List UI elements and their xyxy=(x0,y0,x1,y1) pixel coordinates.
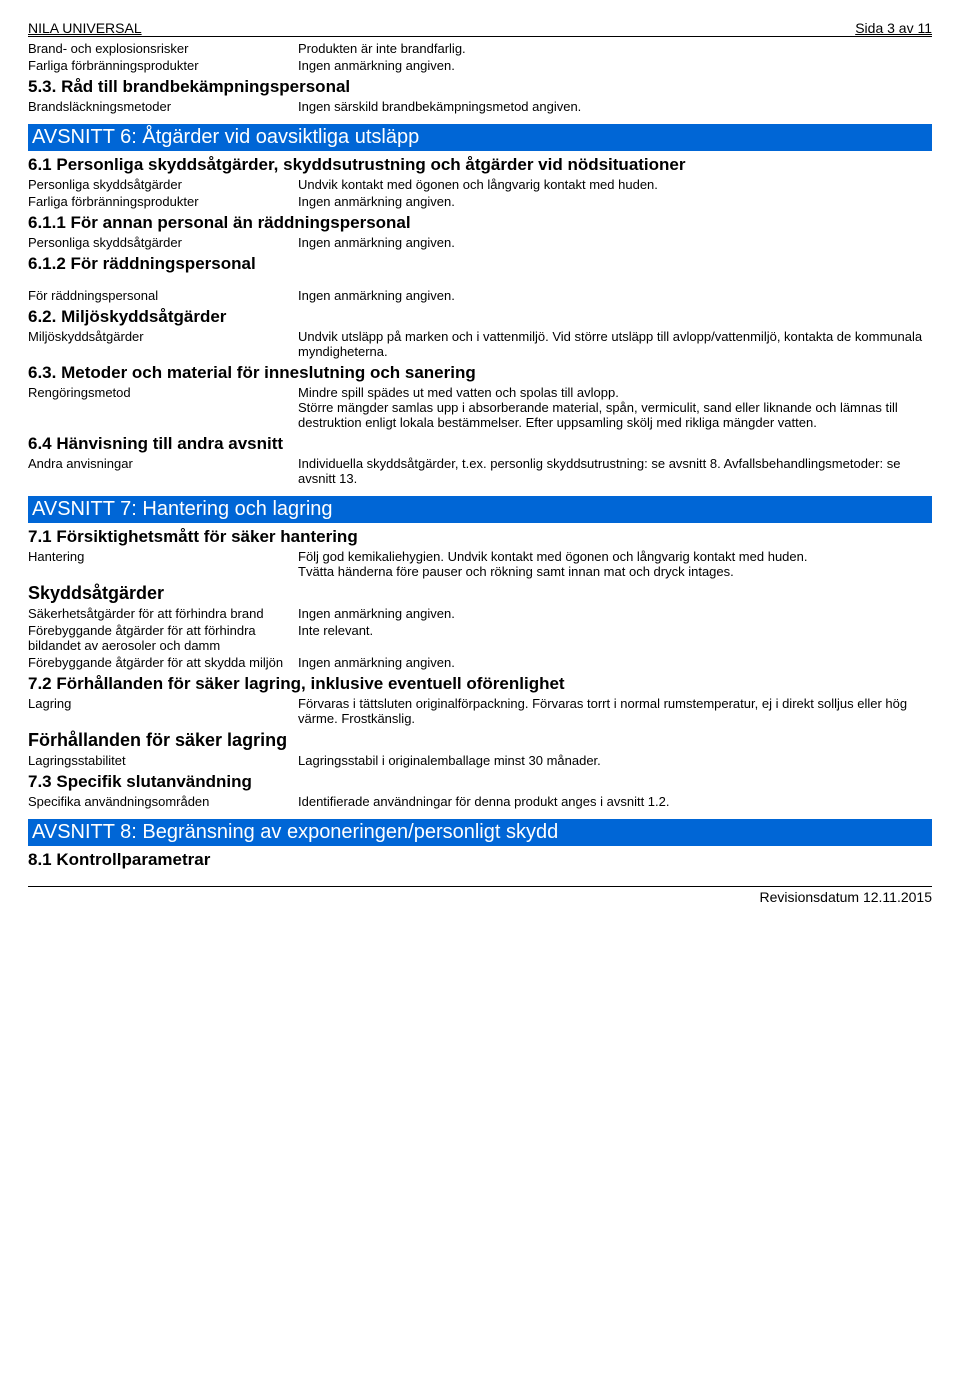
label: Brandsläckningsmetoder xyxy=(28,99,298,114)
value: Mindre spill spädes ut med vatten och sp… xyxy=(298,385,932,430)
heading-7-2: 7.2 Förhållanden för säker lagring, inkl… xyxy=(28,674,932,694)
heading-6-2: 6.2. Miljöskyddsåtgärder xyxy=(28,307,932,327)
revision-date: Revisionsdatum 12.11.2015 xyxy=(28,886,932,905)
row-brandslackningsmetoder: Brandsläckningsmetoder Ingen särskild br… xyxy=(28,99,932,114)
label: Förebyggande åtgärder för att skydda mil… xyxy=(28,655,298,670)
heading-7-3: 7.3 Specifik slutanvändning xyxy=(28,772,932,792)
label: Säkerhetsåtgärder för att förhindra bran… xyxy=(28,606,298,621)
row-brand-risker: Brand- och explosionsrisker Produkten är… xyxy=(28,41,932,56)
heading-6-1-2: 6.1.2 För räddningspersonal xyxy=(28,254,932,274)
row-specifika-anvandningsomraden: Specifika användningsområden Identifiera… xyxy=(28,794,932,809)
label: Lagring xyxy=(28,696,298,726)
section-6-header: AVSNITT 6: Åtgärder vid oavsiktliga utsl… xyxy=(28,124,932,151)
label: Specifika användningsområden xyxy=(28,794,298,809)
value: Lagringsstabil i originalemballage minst… xyxy=(298,753,932,768)
row-hantering: Hantering Följ god kemikaliehygien. Undv… xyxy=(28,549,932,579)
row-forebyggande-miljon: Förebyggande åtgärder för att skydda mil… xyxy=(28,655,932,670)
label: Rengöringsmetod xyxy=(28,385,298,430)
value: Ingen anmärkning angiven. xyxy=(298,288,932,303)
doc-title: NILA UNIVERSAL xyxy=(28,20,142,36)
row-andra-anvisningar: Andra anvisningar Individuella skyddsåtg… xyxy=(28,456,932,486)
value: Ingen anmärkning angiven. xyxy=(298,655,932,670)
row-personliga-skyddsatgarder-2: Personliga skyddsåtgärder Ingen anmärkni… xyxy=(28,235,932,250)
heading-forhallanden-lagring: Förhållanden för säker lagring xyxy=(28,730,932,751)
row-lagring: Lagring Förvaras i tättsluten originalfö… xyxy=(28,696,932,726)
heading-6-1: 6.1 Personliga skyddsåtgärder, skyddsutr… xyxy=(28,155,932,175)
row-personliga-skyddsatgarder: Personliga skyddsåtgärder Undvik kontakt… xyxy=(28,177,932,192)
value: Identifierade användningar för denna pro… xyxy=(298,794,932,809)
row-farliga-produkter: Farliga förbränningsprodukter Ingen anmä… xyxy=(28,58,932,73)
value: Ingen särskild brandbekämpningsmetod ang… xyxy=(298,99,932,114)
row-raddningspersonal: För räddningspersonal Ingen anmärkning a… xyxy=(28,288,932,303)
label: Brand- och explosionsrisker xyxy=(28,41,298,56)
row-rengoringsmetod: Rengöringsmetod Mindre spill spädes ut m… xyxy=(28,385,932,430)
value: Följ god kemikaliehygien. Undvik kontakt… xyxy=(298,549,932,579)
row-sakerhetsatgarder-brand: Säkerhetsåtgärder för att förhindra bran… xyxy=(28,606,932,621)
section-7-header: AVSNITT 7: Hantering och lagring xyxy=(28,496,932,523)
value: Ingen anmärkning angiven. xyxy=(298,194,932,209)
heading-skyddsatgarder: Skyddsåtgärder xyxy=(28,583,932,604)
value: Förvaras i tättsluten originalförpacknin… xyxy=(298,696,932,726)
heading-6-3: 6.3. Metoder och material för inneslutni… xyxy=(28,363,932,383)
label: Lagringsstabilitet xyxy=(28,753,298,768)
value: Undvik kontakt med ögonen och långvarig … xyxy=(298,177,932,192)
heading-7-1: 7.1 Försiktighetsmått för säker hanterin… xyxy=(28,527,932,547)
label: Personliga skyddsåtgärder xyxy=(28,177,298,192)
label: Personliga skyddsåtgärder xyxy=(28,235,298,250)
page-header: NILA UNIVERSAL Sida 3 av 11 xyxy=(28,20,932,37)
heading-5-3: 5.3. Råd till brandbekämpningspersonal xyxy=(28,77,932,97)
row-miljoskyddsatgarder: Miljöskyddsåtgärder Undvik utsläpp på ma… xyxy=(28,329,932,359)
value: Inte relevant. xyxy=(298,623,932,653)
label: För räddningspersonal xyxy=(28,288,298,303)
label: Hantering xyxy=(28,549,298,579)
value: Undvik utsläpp på marken och i vattenmil… xyxy=(298,329,932,359)
heading-6-1-1: 6.1.1 För annan personal än räddningsper… xyxy=(28,213,932,233)
value: Individuella skyddsåtgärder, t.ex. perso… xyxy=(298,456,932,486)
row-lagringsstabilitet: Lagringsstabilitet Lagringsstabil i orig… xyxy=(28,753,932,768)
value: Ingen anmärkning angiven. xyxy=(298,58,932,73)
row-farliga-produkter-2: Farliga förbränningsprodukter Ingen anmä… xyxy=(28,194,932,209)
heading-8-1: 8.1 Kontrollparametrar xyxy=(28,850,932,870)
heading-6-4: 6.4 Hänvisning till andra avsnitt xyxy=(28,434,932,454)
label: Förebyggande åtgärder för att förhindra … xyxy=(28,623,298,653)
row-forebyggande-aerosoler: Förebyggande åtgärder för att förhindra … xyxy=(28,623,932,653)
page-number: Sida 3 av 11 xyxy=(855,20,932,36)
label: Farliga förbränningsprodukter xyxy=(28,194,298,209)
value: Ingen anmärkning angiven. xyxy=(298,235,932,250)
value: Ingen anmärkning angiven. xyxy=(298,606,932,621)
label: Miljöskyddsåtgärder xyxy=(28,329,298,359)
value: Produkten är inte brandfarlig. xyxy=(298,41,932,56)
section-8-header: AVSNITT 8: Begränsning av exponeringen/p… xyxy=(28,819,932,846)
label: Andra anvisningar xyxy=(28,456,298,486)
label: Farliga förbränningsprodukter xyxy=(28,58,298,73)
